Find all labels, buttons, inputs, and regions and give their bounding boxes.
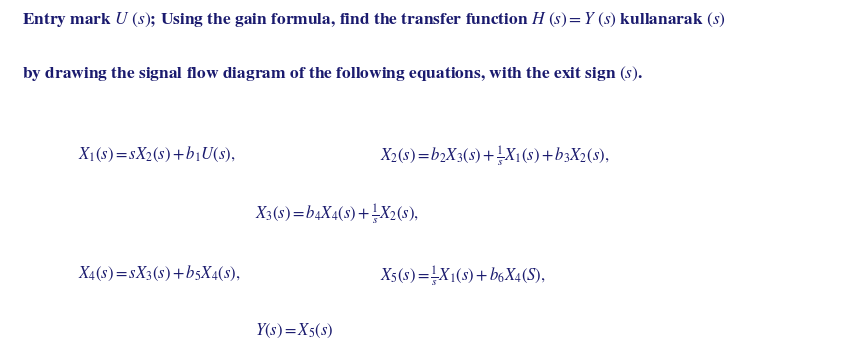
Text: by drawing the signal flow diagram of the following equations, with the exit sig: by drawing the signal flow diagram of th… — [22, 65, 643, 83]
Text: $Y(s) = X_5(s)$: $Y(s) = X_5(s)$ — [255, 322, 334, 340]
Text: $X_4(s) = sX_3(s) + b_5X_4(s),$: $X_4(s) = sX_3(s) + b_5X_4(s),$ — [78, 264, 240, 283]
Text: $X_3(s) = b_4X_4(s) + \frac{1}{s}X_2(s),$: $X_3(s) = b_4X_4(s) + \frac{1}{s}X_2(s),… — [255, 203, 419, 226]
Text: $X_1(s) = sX_2(s) + b_1U(s),$: $X_1(s) = sX_2(s) + b_1U(s),$ — [78, 145, 236, 164]
Text: Entry mark $U$ $(s)$; Using the gain formula, find the transfer function $H$ $(s: Entry mark $U$ $(s)$; Using the gain for… — [22, 11, 726, 29]
Text: $X_5(s) = \frac{1}{s}X_1(s) + b_6X_4(S),$: $X_5(s) = \frac{1}{s}X_1(s) + b_6X_4(S),… — [380, 264, 546, 288]
Text: $X_2(s) = b_2X_3(s) + \frac{1}{s}X_1(s) + b_3X_2(s),$: $X_2(s) = b_2X_3(s) + \frac{1}{s}X_1(s) … — [380, 145, 609, 168]
